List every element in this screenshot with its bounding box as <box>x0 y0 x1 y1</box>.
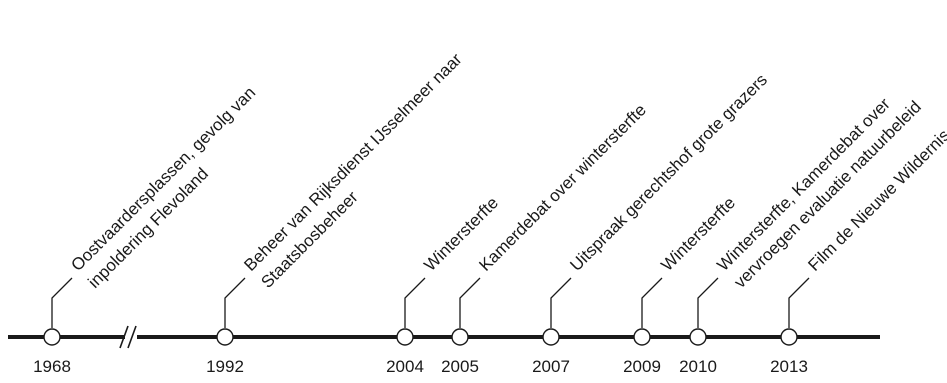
event-label-line: Beheer van Rijksdienst IJsselmeer naar <box>240 49 465 274</box>
event-year: 1968 <box>33 357 71 376</box>
event-marker <box>43 328 61 346</box>
event-connector <box>788 277 810 328</box>
event-marker <box>633 328 651 346</box>
event-year: 2013 <box>770 357 808 376</box>
event-year: 2004 <box>386 357 424 376</box>
events-layer: Oostvaardersplassen, gevolg vaninpolderi… <box>33 49 947 376</box>
event-label-line: Wintersterfte, Kamerdebat over <box>713 94 894 275</box>
event-marker <box>542 328 560 346</box>
event-connector <box>224 277 246 328</box>
event-1968: Oostvaardersplassen, gevolg vaninpolderi… <box>33 83 259 376</box>
event-connector <box>550 277 572 328</box>
axis-break-mark <box>119 325 137 349</box>
event-marker <box>396 328 414 346</box>
event-year: 2005 <box>441 357 479 376</box>
event-label: Kamerdebat over wintersterfte <box>475 100 649 274</box>
event-connector <box>459 277 481 328</box>
event-marker <box>451 328 469 346</box>
event-year: 2007 <box>532 357 570 376</box>
event-connector <box>641 277 663 328</box>
event-year: 1992 <box>206 357 244 376</box>
event-marker <box>216 328 234 346</box>
event-marker <box>689 328 707 346</box>
event-connector <box>697 277 719 328</box>
event-label-line: Kamerdebat over wintersterfte <box>475 100 649 274</box>
event-year: 2009 <box>623 357 661 376</box>
event-connector <box>51 277 73 328</box>
event-label-line: Oostvaardersplassen, gevolg van <box>67 83 259 275</box>
event-year: 2010 <box>679 357 717 376</box>
event-connector <box>404 277 426 328</box>
event-marker <box>780 328 798 346</box>
